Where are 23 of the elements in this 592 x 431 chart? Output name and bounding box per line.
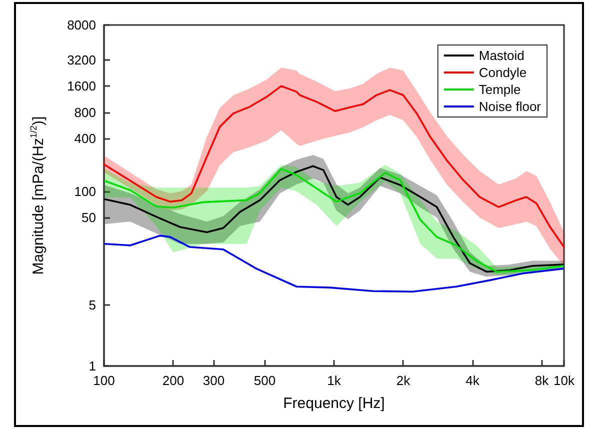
x-tick-label: 8k <box>534 373 550 388</box>
y-tick-label: 100 <box>74 184 96 199</box>
x-axis-title: Frequency [Hz] <box>283 395 385 412</box>
legend-label: Noise floor <box>478 99 542 114</box>
y-tick-label: 400 <box>74 131 96 146</box>
legend-label: Condyle <box>478 65 527 80</box>
legend-label: Temple <box>478 82 521 97</box>
y-tick-label: 5 <box>88 297 96 312</box>
x-tick-label: 1k <box>327 373 342 388</box>
y-tick-label: 50 <box>82 210 96 226</box>
y-tick-label: 1600 <box>67 78 96 94</box>
x-tick-label: 10k <box>554 373 575 388</box>
x-tick-label: 500 <box>254 373 276 388</box>
x-tick-label: 4k <box>466 373 480 388</box>
x-tick-label: 300 <box>202 373 225 388</box>
x-tick-label: 200 <box>162 373 184 388</box>
y-tick-label: 8000 <box>67 18 96 32</box>
y-axis-title: Magnitude [mPa/(Hz1/2)] <box>28 116 47 275</box>
x-tick-label: 2k <box>396 373 411 388</box>
legend-label: Mastoid <box>478 48 524 63</box>
y-tick-label: 3200 <box>67 52 96 68</box>
y-tick-label: 1 <box>88 358 96 374</box>
y-tick-label: 800 <box>74 104 96 120</box>
